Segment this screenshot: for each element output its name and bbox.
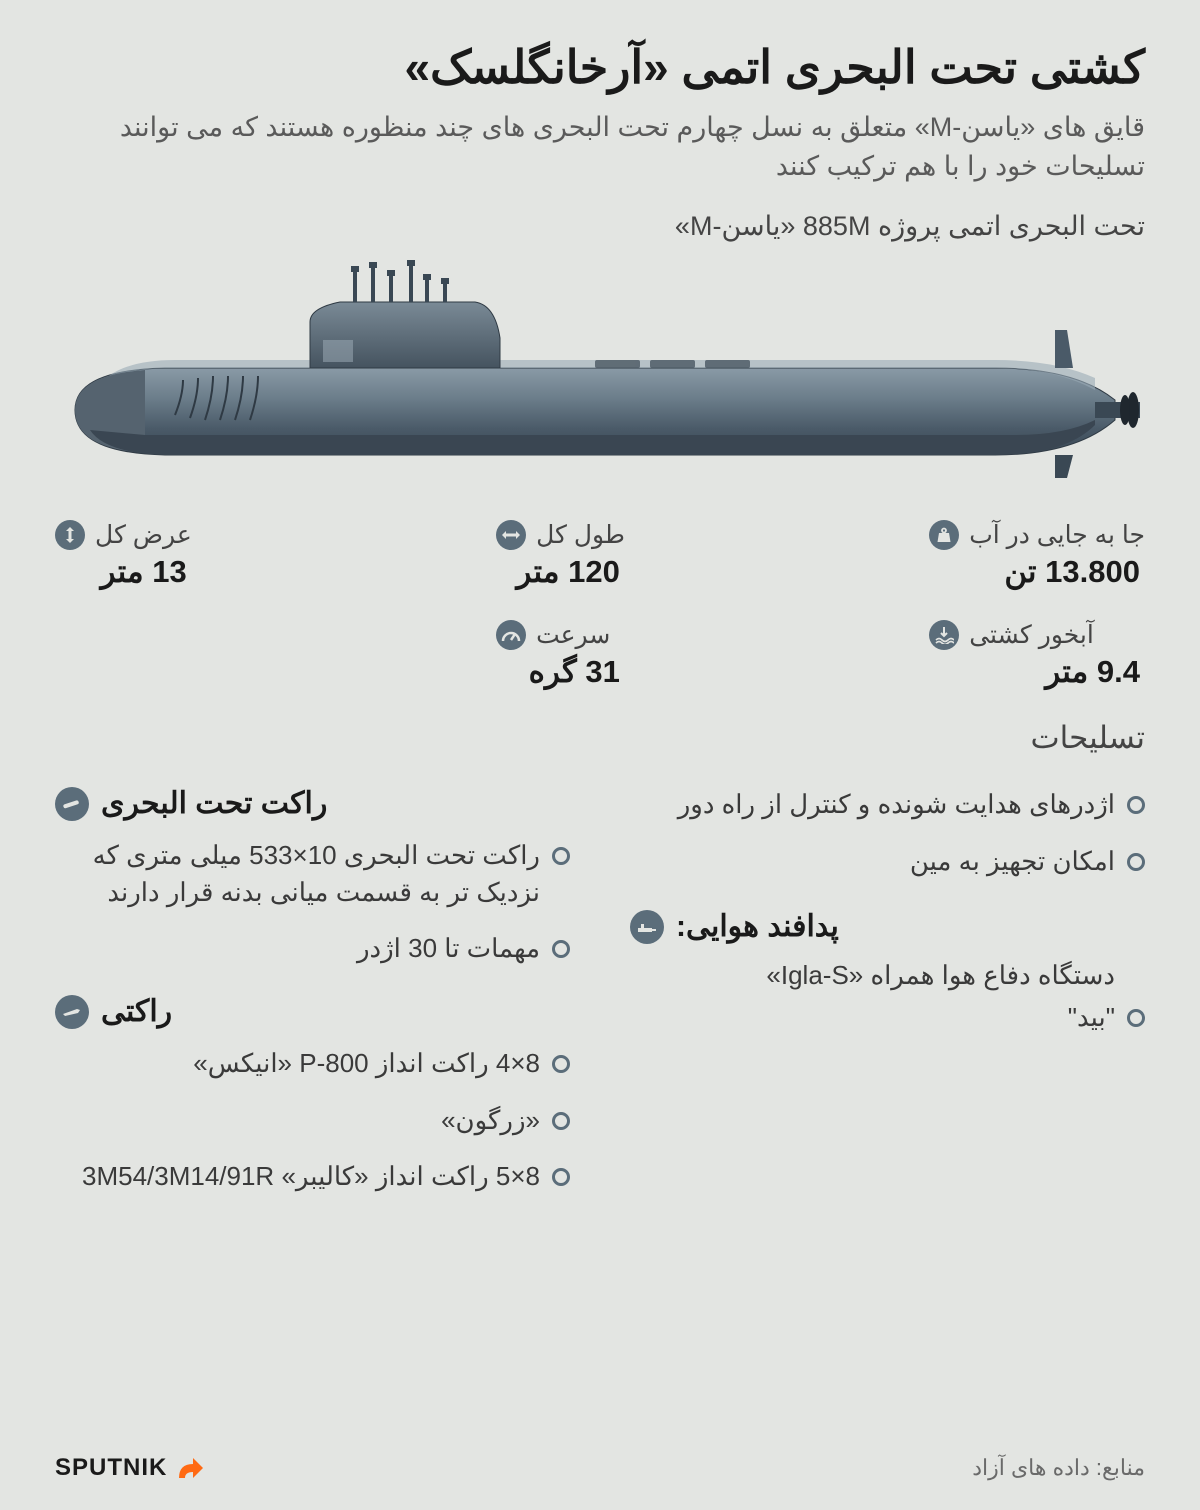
spec-label: طول کل xyxy=(536,520,625,550)
arrows-v-icon xyxy=(55,520,85,550)
arm-item: امکان تجهیز به مین xyxy=(630,843,1145,879)
spec-label: عرض کل xyxy=(95,520,192,550)
arm-heading-missile: راکتی xyxy=(55,994,570,1029)
arm-text: دستگاه دفاع هوا همراه «Igla-S» xyxy=(630,960,1145,991)
missile-icon xyxy=(55,995,89,1029)
gauge-icon xyxy=(496,620,526,650)
torpedo-icon xyxy=(55,787,89,821)
spec-label: سرعت xyxy=(536,620,610,650)
armament-col-right: اژدرهای هدایت شونده و کنترل از راه دور ا… xyxy=(630,786,1145,1222)
weight-icon xyxy=(929,520,959,550)
specs-grid: عرض کل 13 متر طول کل 120 متر سرعت xyxy=(55,520,1145,690)
spec-width: عرض کل 13 متر xyxy=(55,520,192,590)
spec-label: آبخور کشتی xyxy=(969,620,1094,650)
arm-item: «زرگون» xyxy=(55,1102,570,1138)
spec-label: جا به جایی در آب xyxy=(969,520,1145,550)
armament-grid: اژدرهای هدایت شونده و کنترل از راه دور ا… xyxy=(55,786,1145,1222)
footer: SPUTNIK منابع: داده های آزاد xyxy=(55,1454,1145,1482)
arm-heading-airdefense: پدافند هوایی: xyxy=(630,909,1145,944)
spec-speed: سرعت 31 گره xyxy=(496,620,625,690)
armament-col-left: راکت تحت البحری راکت تحت البحری 10×533 م… xyxy=(55,786,570,1222)
arm-item: 8×5 راکت انداز «کالیبر» 3M54/3M14/91R xyxy=(55,1158,570,1194)
arrows-h-icon xyxy=(496,520,526,550)
arm-item: 8×4 راکت انداز P-800 «انیکس» xyxy=(55,1045,570,1081)
arm-item: مهمات تا 30 اژدر xyxy=(55,930,570,966)
aa-icon xyxy=(630,910,664,944)
sputnik-logo: SPUTNIK xyxy=(55,1454,203,1482)
arm-item: راکت تحت البحری 10×533 میلی متری که نزدی… xyxy=(55,837,570,910)
arm-item: اژدرهای هدایت شونده و کنترل از راه دور xyxy=(630,786,1145,822)
draft-icon xyxy=(929,620,959,650)
page-title: کشتی تحت البحری اتمی «آرخانگلسک» xyxy=(55,40,1145,94)
logo-text: SPUTNIK xyxy=(55,1454,167,1482)
spec-draft: آبخور کشتی 9.4 متر xyxy=(929,620,1145,690)
armament-title: تسلیحات xyxy=(55,720,1145,756)
sources-text: منابع: داده های آزاد xyxy=(972,1455,1145,1481)
project-line: تحت البحری اتمی پروژه 885M «یاسن-M» xyxy=(55,211,1145,242)
submarine-illustration xyxy=(55,260,1145,490)
sputnik-icon xyxy=(175,1454,203,1482)
subtitle: قایق های «یاسن-M» متعلق به نسل چهارم تحت… xyxy=(55,108,1145,186)
arm-item: "بید" xyxy=(630,999,1145,1035)
arm-heading-torpedo: راکت تحت البحری xyxy=(55,786,570,821)
spec-displacement: جا به جایی در آب 13.800 تن xyxy=(929,520,1145,590)
spec-length: طول کل 120 متر xyxy=(496,520,625,590)
